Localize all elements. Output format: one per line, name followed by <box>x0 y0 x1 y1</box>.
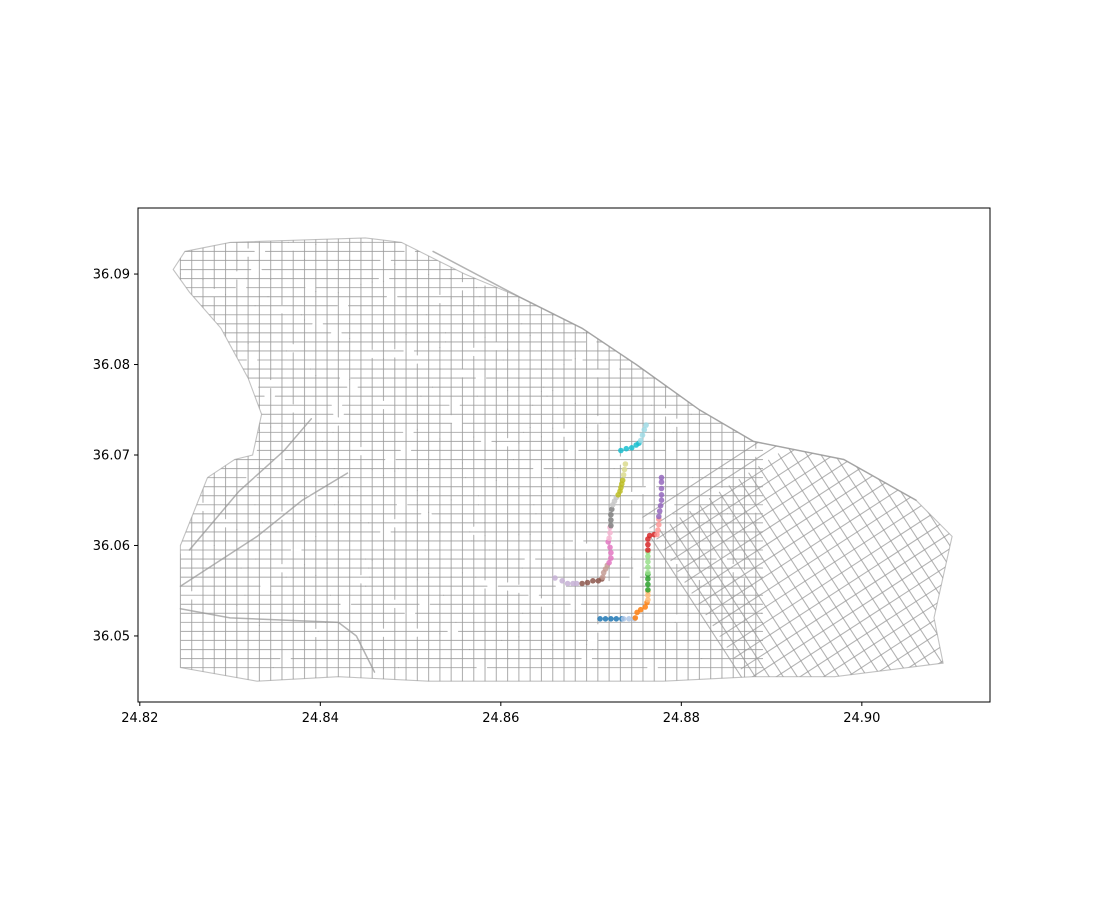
street-segment <box>789 569 953 682</box>
trajectory-point <box>637 437 644 444</box>
trajectory-point <box>573 580 580 587</box>
trajectory-segment-9 <box>552 575 580 587</box>
trajectory-point <box>655 527 661 533</box>
trajectory-point <box>646 532 653 539</box>
trajectory-point <box>621 466 628 473</box>
trajectory-point <box>658 497 665 504</box>
trajectory-point <box>656 513 662 520</box>
trajectory-point <box>641 426 648 433</box>
street-segment <box>807 434 953 682</box>
trajectory-point <box>645 559 651 565</box>
y-axis: 36.05 36.06 36.07 36.08 36.09 <box>93 268 138 644</box>
trajectory-point <box>579 580 585 587</box>
trajectory-point <box>600 574 606 580</box>
trajectory-point <box>608 522 614 529</box>
trajectory-point <box>608 549 614 556</box>
trajectory-segment-16 <box>615 477 626 498</box>
street-segment <box>775 548 953 682</box>
street-segment <box>782 558 953 682</box>
trajectory-point <box>552 575 558 581</box>
y-tick-label: 36.06 <box>93 539 130 554</box>
x-tick-label: 24.86 <box>482 711 519 726</box>
x-tick-label: 24.84 <box>302 711 339 726</box>
trajectory-segment-8 <box>656 474 665 520</box>
street-segment <box>817 427 953 682</box>
arterial-road <box>179 608 376 673</box>
trajectory-point <box>628 445 635 451</box>
x-tick-label: 24.82 <box>121 711 158 726</box>
trajectory-point <box>609 506 615 513</box>
trajectory-segment-17 <box>620 461 629 478</box>
trajectory-point <box>658 485 665 492</box>
trajectory-point <box>645 576 651 582</box>
trajectory-segment-0 <box>597 616 625 622</box>
trajectory-segment-14 <box>608 506 615 529</box>
trajectory-point <box>645 587 651 593</box>
trajectory-point <box>622 461 629 467</box>
trajectory-point <box>608 517 614 523</box>
trajectory-point <box>645 547 651 553</box>
trajectory-point <box>658 474 665 481</box>
trajectory-point <box>658 492 665 498</box>
trajectory-point <box>620 616 627 622</box>
trajectory-point <box>632 615 639 621</box>
trajectory-segment-5 <box>645 549 651 576</box>
arterial-road <box>179 472 349 587</box>
trajectory-point <box>608 511 614 518</box>
trajectory-point <box>607 544 613 551</box>
trajectory-point <box>584 579 591 586</box>
arterial-road <box>188 418 313 551</box>
street-segment <box>747 504 953 681</box>
trajectory-point <box>656 508 663 514</box>
y-tick-label: 36.08 <box>93 358 130 373</box>
trajectory-point <box>564 580 571 587</box>
trajectory-point <box>590 578 596 584</box>
trajectory-point <box>559 578 565 584</box>
trajectory-point <box>607 530 613 536</box>
trajectory-point <box>645 581 651 588</box>
trajectory-point <box>626 616 632 622</box>
trajectory-point <box>658 479 665 485</box>
trajectory-point <box>656 521 662 528</box>
network-boundary <box>172 237 953 682</box>
street-segment <box>754 515 953 682</box>
trajectory-point <box>602 616 609 622</box>
y-tick-label: 36.05 <box>93 629 130 644</box>
street-segment <box>740 493 953 670</box>
trajectory-point <box>657 502 664 509</box>
trajectory-point <box>637 606 644 613</box>
trajectory-point <box>619 477 626 484</box>
trajectory-segment-19 <box>637 422 649 444</box>
trajectory-points-layer <box>552 422 665 622</box>
trajectory-point <box>639 432 646 438</box>
trajectory-point <box>606 535 612 541</box>
trajectory-point <box>606 559 612 566</box>
trajectory-point <box>608 616 614 622</box>
trajectory-point <box>654 531 660 538</box>
street-segment <box>761 526 953 682</box>
trajectory-point <box>623 445 630 452</box>
trajectory-point <box>645 541 651 548</box>
x-axis: 24.82 24.84 24.86 24.88 24.90 <box>121 702 880 726</box>
trajectory-point <box>645 597 651 603</box>
street-segment <box>768 537 953 682</box>
x-tick-label: 24.88 <box>663 711 700 726</box>
trajectory-point <box>643 422 649 428</box>
trajectory-point <box>645 564 651 570</box>
x-tick-label: 24.90 <box>843 711 880 726</box>
y-tick-label: 36.09 <box>93 268 130 283</box>
trajectory-point <box>597 616 603 622</box>
trajectory-segment-18 <box>618 440 642 454</box>
trajectory-point <box>620 472 627 478</box>
trajectory-point <box>645 553 651 560</box>
street-segment <box>649 536 826 682</box>
y-tick-label: 36.07 <box>93 449 130 464</box>
trajectory-point <box>618 447 624 454</box>
trajectory-point <box>608 555 614 561</box>
trajectory-point <box>613 616 620 622</box>
trajectory-point <box>642 604 648 610</box>
trajectory-point <box>645 569 651 576</box>
trajectory-segment-10 <box>579 576 605 587</box>
